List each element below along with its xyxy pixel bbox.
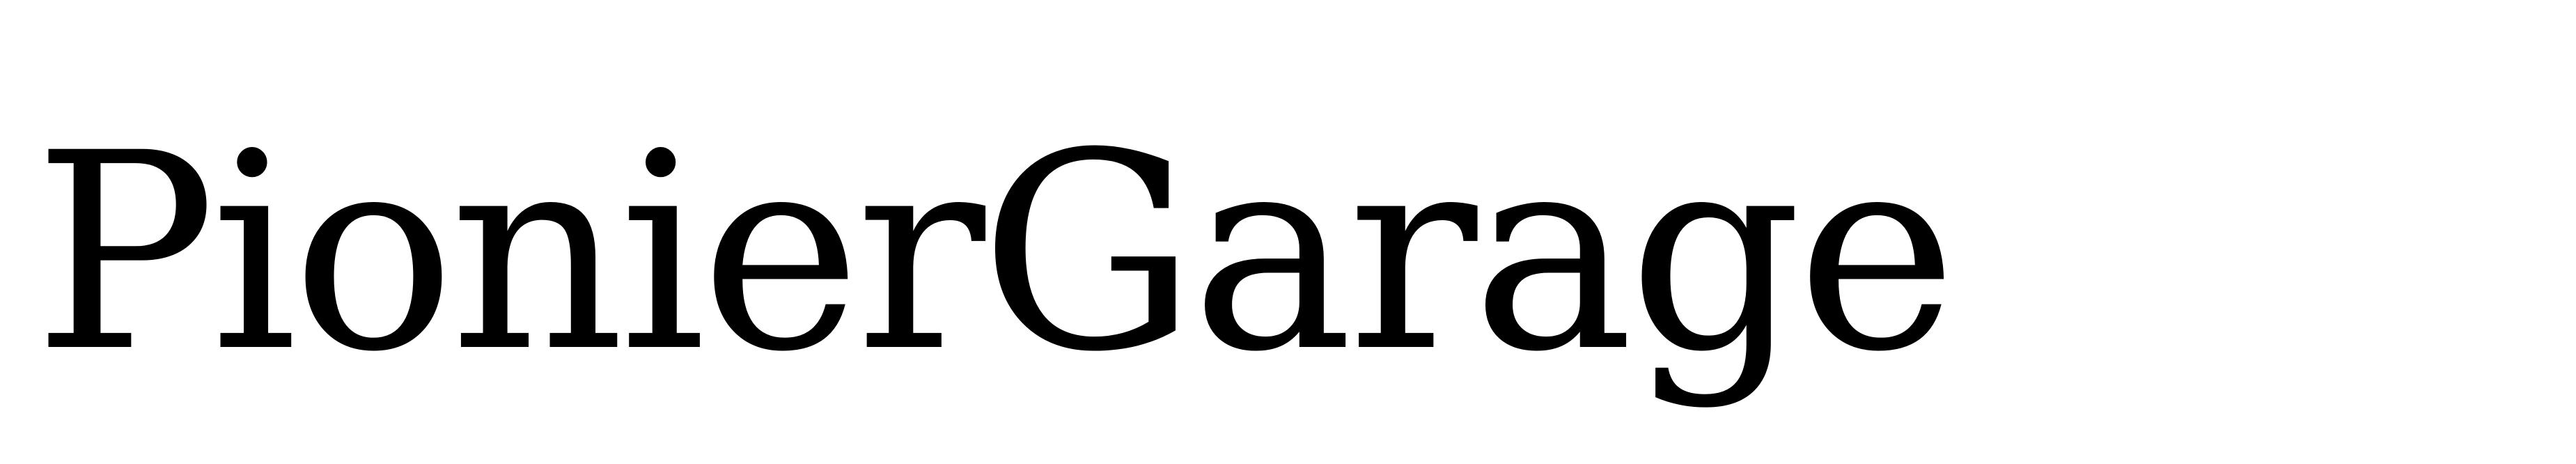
wordmark: PionierGarage xyxy=(33,95,1958,411)
